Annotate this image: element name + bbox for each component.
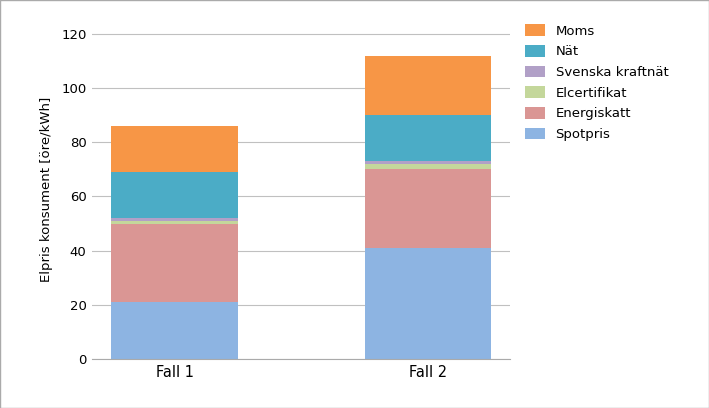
Bar	[364, 55, 491, 115]
Bar	[111, 221, 238, 224]
Bar	[364, 161, 491, 164]
Y-axis label: Elpris konsument [öre/kWh]: Elpris konsument [öre/kWh]	[40, 97, 53, 282]
Bar	[111, 172, 238, 218]
Bar	[111, 126, 238, 172]
Bar	[364, 248, 491, 359]
Bar	[111, 224, 238, 302]
Bar	[364, 164, 491, 169]
Legend: Moms, Nät, Svenska kraftnät, Elcertifikat, Energiskatt, Spotpris: Moms, Nät, Svenska kraftnät, Elcertifika…	[521, 20, 672, 145]
Bar	[364, 115, 491, 161]
Bar	[111, 302, 238, 359]
Bar	[111, 218, 238, 221]
Bar	[364, 169, 491, 248]
